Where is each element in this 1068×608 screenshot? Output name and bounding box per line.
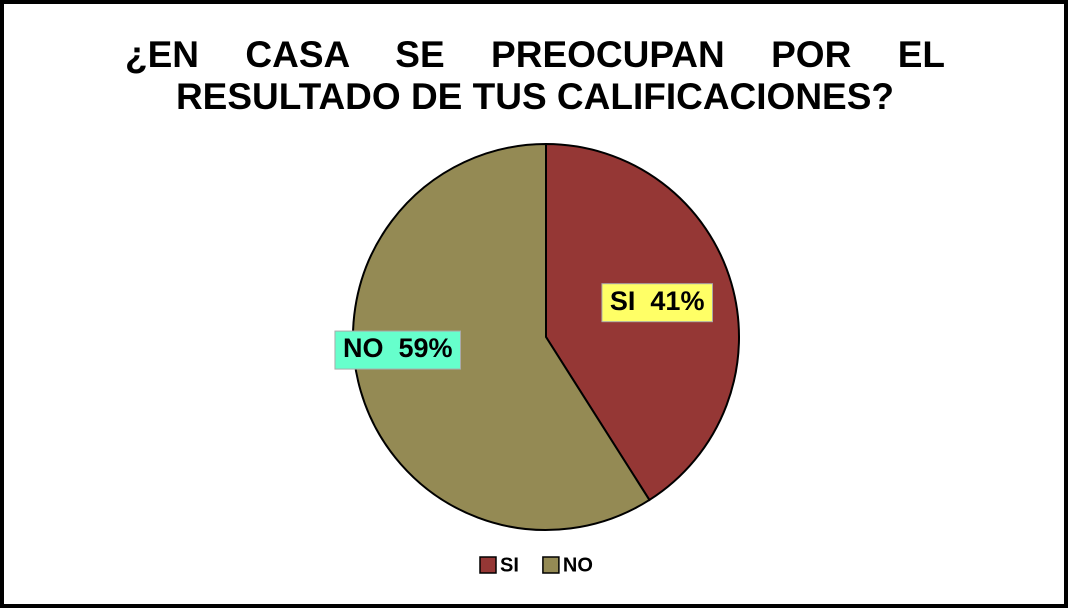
legend-swatch: [542, 556, 560, 574]
data-label-box: [601, 283, 713, 323]
data-label: SI 41%: [610, 286, 705, 316]
data-label: NO 59%: [343, 333, 453, 363]
legend-label: NO: [563, 554, 593, 576]
legend-label: SI: [500, 554, 519, 576]
pie-slice: [352, 142, 651, 531]
chart-title: ¿EN CASA SE PREOCUPAN POR EL RESULTADO D…: [125, 34, 945, 117]
legend-swatch: [479, 556, 497, 574]
data-label-box: [334, 330, 462, 370]
